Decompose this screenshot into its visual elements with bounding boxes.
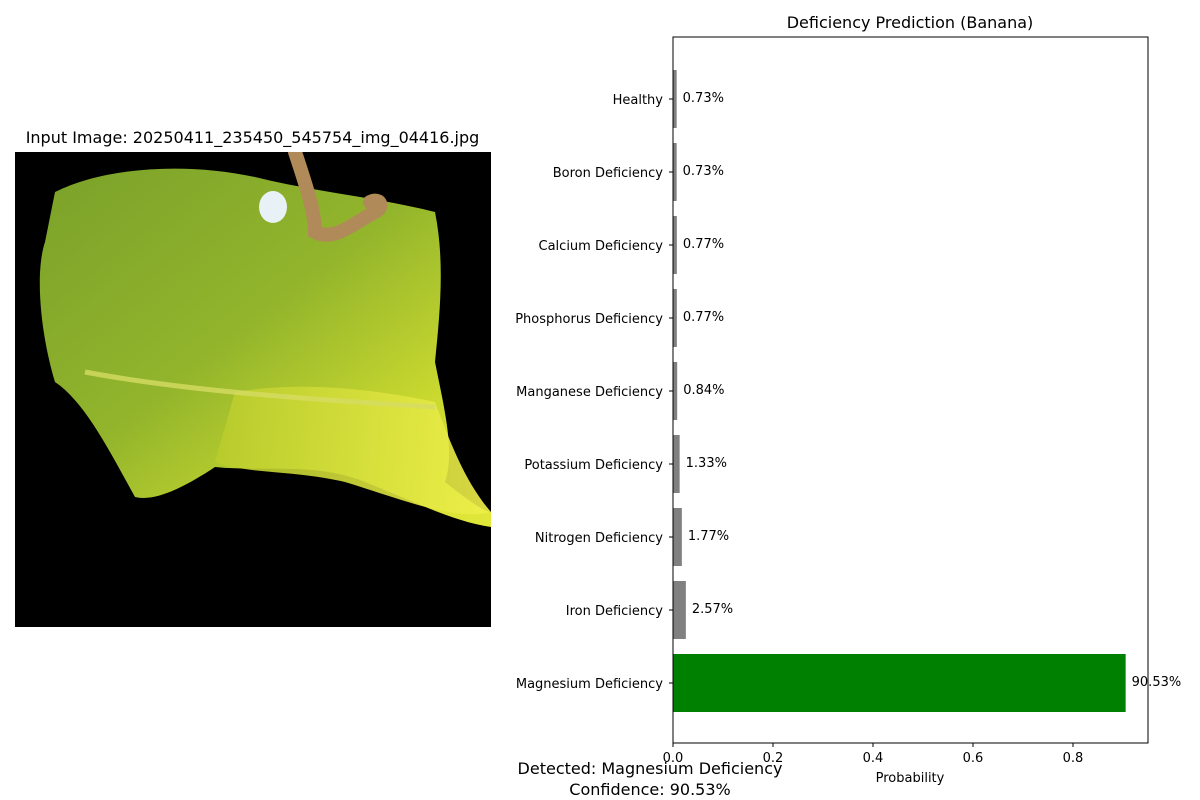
bar-magnesium-deficiency bbox=[673, 654, 1126, 712]
y-tick-label: Calcium Deficiency bbox=[539, 239, 664, 254]
bar-manganese-deficiency bbox=[673, 362, 678, 420]
bar-phosphorus-deficiency bbox=[673, 289, 677, 347]
y-tick-label: Nitrogen Deficiency bbox=[535, 531, 663, 546]
x-tick-labels: 0.0 0.2 0.4 0.6 0.8 bbox=[663, 743, 1084, 766]
bar-calcium-deficiency bbox=[673, 216, 677, 274]
bar-boron-deficiency bbox=[673, 143, 677, 201]
y-tick-label: Iron Deficiency bbox=[566, 604, 664, 619]
bar-healthy bbox=[673, 70, 677, 128]
x-tick-label: 0.0 bbox=[663, 751, 684, 766]
data-label: 2.57% bbox=[692, 602, 733, 617]
x-axis-label: Probability bbox=[876, 771, 945, 786]
plot-frame bbox=[672, 36, 1149, 744]
bar-iron-deficiency bbox=[673, 581, 686, 639]
y-tick-label: Manganese Deficiency bbox=[516, 385, 663, 400]
chart-title: Deficiency Prediction (Banana) bbox=[787, 13, 1034, 32]
data-label: 0.77% bbox=[683, 237, 724, 252]
x-tick-label: 0.8 bbox=[1063, 751, 1084, 766]
x-tick-label: 0.2 bbox=[763, 751, 784, 766]
data-label: 1.77% bbox=[688, 529, 729, 544]
data-label: 1.33% bbox=[686, 456, 727, 471]
y-tick-label: Boron Deficiency bbox=[553, 166, 664, 181]
bar-nitrogen-deficiency bbox=[673, 508, 682, 566]
confidence-text: Confidence: 90.53% bbox=[569, 780, 731, 799]
bars-group bbox=[673, 70, 1126, 712]
data-label: 0.77% bbox=[683, 310, 724, 325]
y-tick-label: Magnesium Deficiency bbox=[516, 677, 663, 692]
data-label: 0.73% bbox=[683, 91, 724, 106]
image-title: Input Image: 20250411_235450_545754_img_… bbox=[25, 128, 480, 147]
y-tick-labels: Healthy Boron Deficiency Calcium Deficienc… bbox=[515, 93, 673, 692]
data-label: 0.73% bbox=[683, 164, 724, 179]
leaf-illustration bbox=[39, 152, 491, 527]
x-tick-label: 0.6 bbox=[963, 751, 984, 766]
y-tick-label: Phosphorus Deficiency bbox=[515, 312, 663, 327]
bar-potassium-deficiency bbox=[673, 435, 680, 493]
data-labels: 0.73% 0.73% 0.77% 0.77% 0.84% 1.33% 1.77% 2.57%… bbox=[683, 91, 1182, 690]
data-label: 90.53% bbox=[1132, 675, 1182, 690]
detected-text: Detected: Magnesium Deficiency bbox=[517, 759, 783, 778]
x-tick-label: 0.4 bbox=[863, 751, 884, 766]
leaf-image bbox=[15, 152, 491, 627]
y-tick-label: Potassium Deficiency bbox=[524, 458, 663, 473]
data-label: 0.84% bbox=[683, 383, 724, 398]
y-tick-label: Healthy bbox=[613, 93, 664, 108]
